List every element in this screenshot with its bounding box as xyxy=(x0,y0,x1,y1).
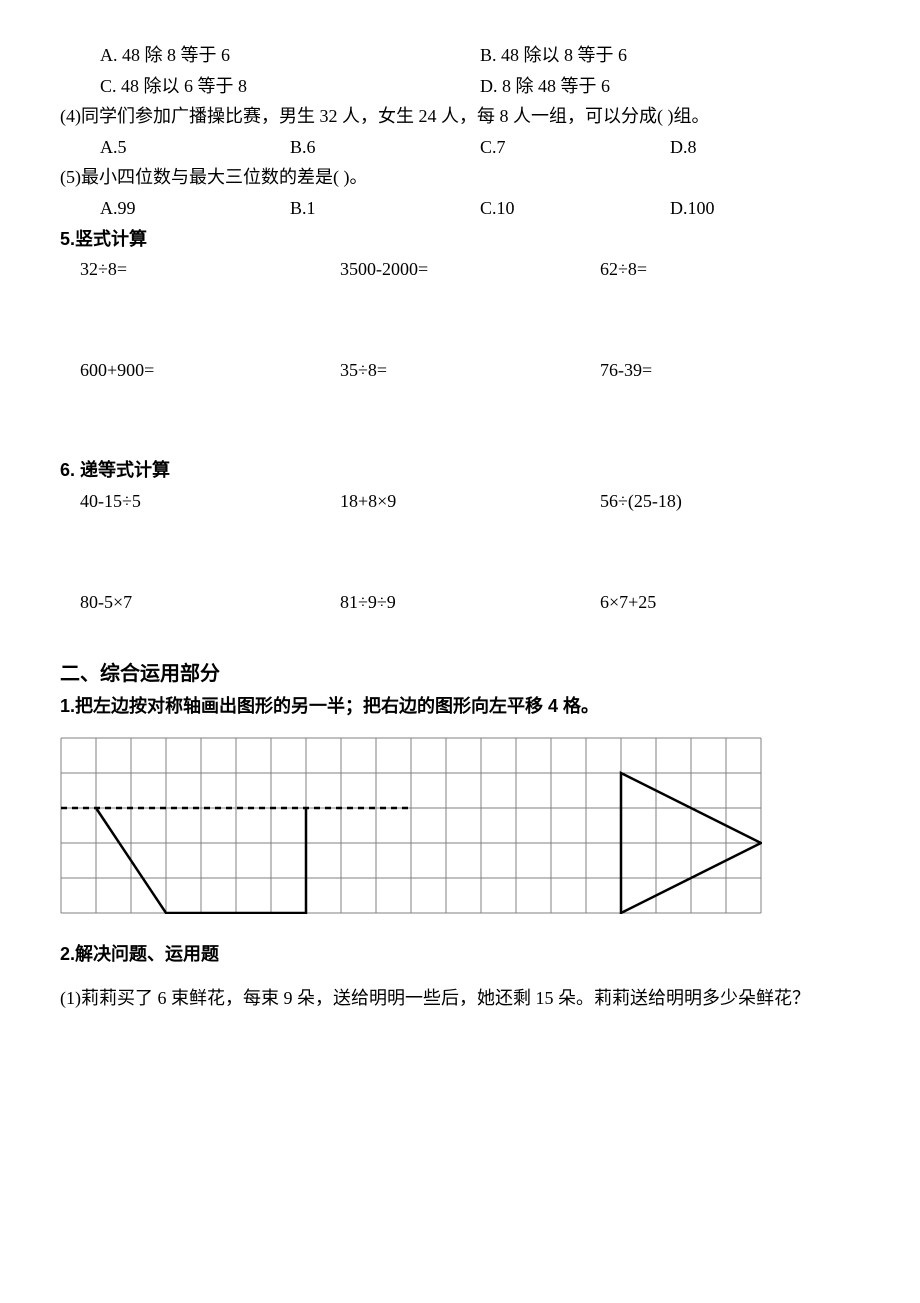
part2-q2-1: (1)莉莉买了 6 束鲜花，每束 9 朵，送给明明一些后，她还剩 15 朵。莉莉… xyxy=(60,979,860,1019)
q4-option-d: D.8 xyxy=(670,132,860,163)
q5-option-d: D.100 xyxy=(670,193,860,224)
sec6-row2: 80-5×7 81÷9÷9 6×7+25 xyxy=(60,587,860,618)
sec5-r2-a: 600+900= xyxy=(80,355,340,386)
q4-options: A.5 B.6 C.7 D.8 xyxy=(60,132,860,163)
q3-option-c: C. 48 除以 6 等于 8 xyxy=(100,71,480,102)
q3-option-b: B. 48 除以 8 等于 6 xyxy=(480,40,860,71)
sec6-r1-b: 18+8×9 xyxy=(340,486,600,517)
q4-text: (4)同学们参加广播操比赛，男生 32 人，女生 24 人，每 8 人一组，可以… xyxy=(60,101,860,132)
sec5-r1-b: 3500-2000= xyxy=(340,254,600,285)
grid-figure xyxy=(60,737,762,914)
q5-option-b: B.1 xyxy=(290,193,480,224)
q4-option-b: B.6 xyxy=(290,132,480,163)
sec6-r2-c: 6×7+25 xyxy=(600,587,860,618)
sec6-title: 6. 递等式计算 xyxy=(60,455,860,486)
part2-q2-title: 2.解决问题、运用题 xyxy=(60,939,860,970)
q4-option-a: A.5 xyxy=(100,132,290,163)
sec5-r2-b: 35÷8= xyxy=(340,355,600,386)
part2-q1: 1.把左边按对称轴画出图形的另一半；把右边的图形向左平移 4 格。 xyxy=(60,691,860,722)
sec6-row1: 40-15÷5 18+8×9 56÷(25-18) xyxy=(60,486,860,517)
q3-option-a: A. 48 除 8 等于 6 xyxy=(100,40,480,71)
q4-option-c: C.7 xyxy=(480,132,670,163)
sec6-r2-a: 80-5×7 xyxy=(80,587,340,618)
sec5-row2: 600+900= 35÷8= 76-39= xyxy=(60,355,860,386)
sec5-row1: 32÷8= 3500-2000= 62÷8= xyxy=(60,254,860,285)
q5-option-a: A.99 xyxy=(100,193,290,224)
q3-option-d: D. 8 除 48 等于 6 xyxy=(480,71,860,102)
sec5-r2-c: 76-39= xyxy=(600,355,860,386)
q3-options-row1: A. 48 除 8 等于 6 B. 48 除以 8 等于 6 xyxy=(60,40,860,71)
sec6-r1-c: 56÷(25-18) xyxy=(600,486,860,517)
sec6-r1-a: 40-15÷5 xyxy=(80,486,340,517)
q5-options: A.99 B.1 C.10 D.100 xyxy=(60,193,860,224)
q5-text: (5)最小四位数与最大三位数的差是( )。 xyxy=(60,162,860,193)
q3-options-row2: C. 48 除以 6 等于 8 D. 8 除 48 等于 6 xyxy=(60,71,860,102)
sec5-title: 5.竖式计算 xyxy=(60,224,860,255)
q5-option-c: C.10 xyxy=(480,193,670,224)
sec6-r2-b: 81÷9÷9 xyxy=(340,587,600,618)
sec5-r1-c: 62÷8= xyxy=(600,254,860,285)
sec5-r1-a: 32÷8= xyxy=(80,254,340,285)
part2-title: 二、综合运用部分 xyxy=(60,657,860,691)
